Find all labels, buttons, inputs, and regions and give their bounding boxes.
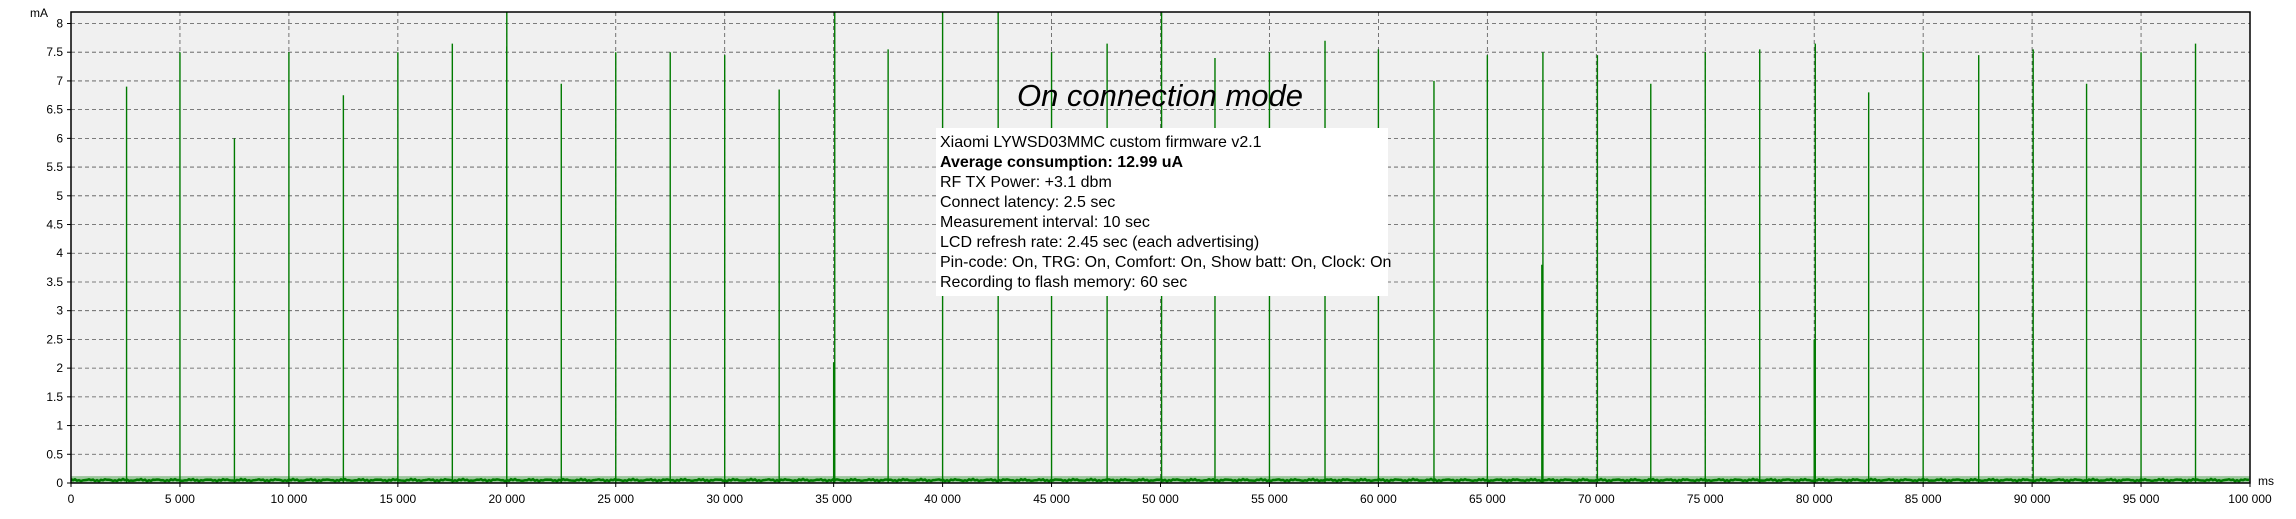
x-tick-label: 75 000 bbox=[1687, 492, 1724, 506]
y-tick-label: 2 bbox=[56, 361, 63, 375]
y-tick-label: 4 bbox=[56, 246, 63, 260]
info-line: Pin-code: On, TRG: On, Comfort: On, Show… bbox=[940, 254, 1391, 271]
info-box bbox=[936, 128, 1388, 296]
x-tick-label: 80 000 bbox=[1796, 492, 1833, 506]
x-tick-label: 60 000 bbox=[1360, 492, 1397, 506]
baseline-noise bbox=[70, 476, 2250, 483]
x-tick-label: 30 000 bbox=[706, 492, 743, 506]
y-tick-label: 3.5 bbox=[46, 275, 63, 289]
y-tick-label: 2.5 bbox=[46, 332, 63, 346]
x-tick-label: 90 000 bbox=[2014, 492, 2051, 506]
info-text: Xiaomi LYWSD03MMC custom firmware v2.1 Av… bbox=[940, 134, 1391, 291]
y-tick-label: 0.5 bbox=[46, 447, 63, 461]
x-tick-label: 95 000 bbox=[2123, 492, 2160, 506]
chart-title: On connection mode bbox=[1017, 78, 1303, 113]
y-tick-label: 7.5 bbox=[46, 45, 63, 59]
info-line: Connect latency: 2.5 sec bbox=[940, 194, 1115, 211]
info-line: Average consumption: 12.99 uA bbox=[940, 154, 1183, 171]
y-tick-label: 1 bbox=[56, 419, 63, 433]
x-tick-label: 20 000 bbox=[488, 492, 525, 506]
info-line: RF TX Power: +3.1 dbm bbox=[940, 174, 1112, 191]
x-tick-label: 0 bbox=[68, 492, 75, 506]
x-tick-label: 15 000 bbox=[379, 492, 416, 506]
x-axis-unit: ms bbox=[2258, 474, 2274, 488]
x-tick-label: 45 000 bbox=[1033, 492, 1070, 506]
baseline-band bbox=[71, 476, 2250, 483]
x-axis-ticks: 0 5 000 10 000 15 000 20 000 25 000 30 000 35 0… bbox=[68, 483, 2272, 506]
y-tick-label: 6.5 bbox=[46, 103, 63, 117]
x-tick-label: 100 000 bbox=[2228, 492, 2272, 506]
y-tick-label: 0 bbox=[56, 476, 63, 490]
y-axis-unit: mA bbox=[30, 6, 48, 20]
y-tick-label: 1.5 bbox=[46, 390, 63, 404]
y-tick-label: 8 bbox=[56, 16, 63, 30]
y-axis-ticks: 0 0.5 1 1.5 2 2.5 3 3.5 4 4.5 5 5.5 6 6.5 7 7.5 8 bbox=[46, 16, 71, 490]
x-tick-label: 50 000 bbox=[1142, 492, 1179, 506]
x-tick-label: 40 000 bbox=[924, 492, 961, 506]
y-tick-label: 7 bbox=[56, 74, 63, 88]
x-tick-label: 55 000 bbox=[1251, 492, 1288, 506]
x-tick-label: 25 000 bbox=[597, 492, 634, 506]
y-tick-label: 4.5 bbox=[46, 218, 63, 232]
x-tick-label: 5 000 bbox=[165, 492, 195, 506]
x-tick-label: 70 000 bbox=[1578, 492, 1615, 506]
x-tick-label: 10 000 bbox=[271, 492, 308, 506]
x-tick-label: 65 000 bbox=[1469, 492, 1506, 506]
info-line: LCD refresh rate: 2.45 sec (each adverti… bbox=[940, 234, 1259, 251]
info-line: Xiaomi LYWSD03MMC custom firmware v2.1 bbox=[940, 134, 1262, 151]
y-tick-label: 5 bbox=[56, 189, 63, 203]
x-tick-label: 85 000 bbox=[1905, 492, 1942, 506]
x-tick-label: 35 000 bbox=[815, 492, 852, 506]
y-tick-label: 5.5 bbox=[46, 160, 63, 174]
info-line: Recording to flash memory: 60 sec bbox=[940, 274, 1187, 291]
info-line: Measurement interval: 10 sec bbox=[940, 214, 1150, 231]
y-tick-label: 6 bbox=[56, 131, 63, 145]
y-tick-label: 3 bbox=[56, 304, 63, 318]
baseline-trace bbox=[70, 477, 2250, 483]
